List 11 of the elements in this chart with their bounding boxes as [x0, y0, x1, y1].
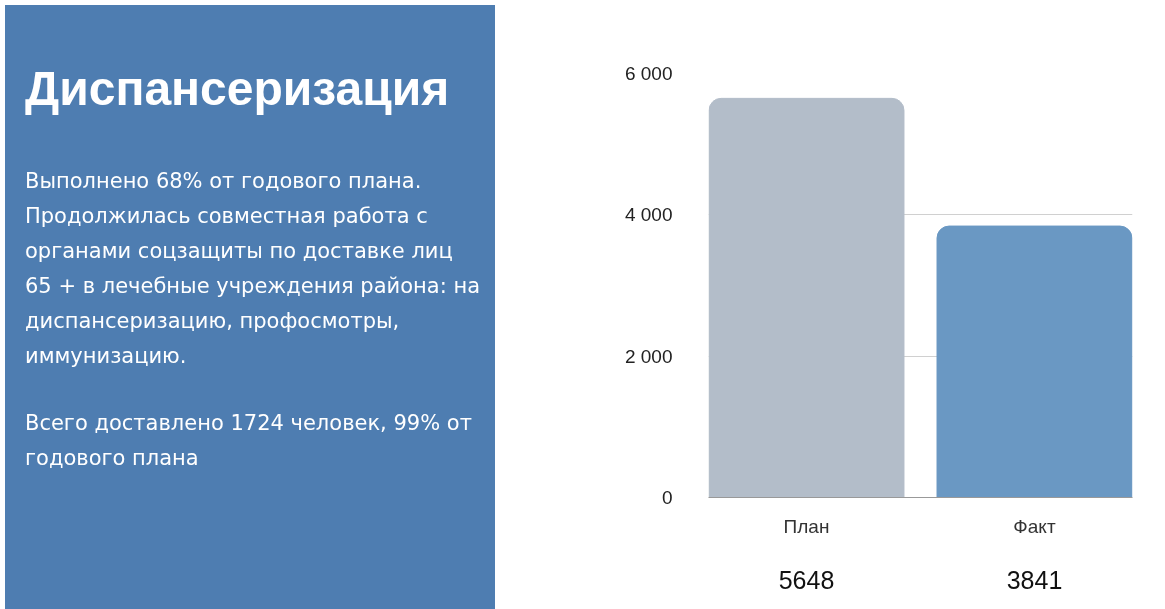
x-tick-label: План — [783, 515, 830, 537]
data-label: 3841 — [1006, 565, 1063, 594]
data-label: 5648 — [778, 565, 835, 594]
x-tick-label: Факт — [1013, 515, 1056, 537]
text: Выполнено 68% от годового плана. Продолжилась совместная работа с органами соцзащиты по доставке лиц 65 + в лечебные учреждения района: на диспансеризацию, профосмотры, иммунизацию. — [25, 167, 482, 370]
y-tick-label: 4 000 — [624, 204, 673, 226]
y-tick-label: 2 000 — [624, 345, 673, 367]
text: Диспансеризация — [25, 61, 451, 117]
text: Всего доставлено 1724 человек, 99% от годового плана — [25, 409, 473, 472]
y-tick-label: 0 — [661, 487, 673, 508]
y-tick-label: 6 000 — [624, 63, 673, 84]
